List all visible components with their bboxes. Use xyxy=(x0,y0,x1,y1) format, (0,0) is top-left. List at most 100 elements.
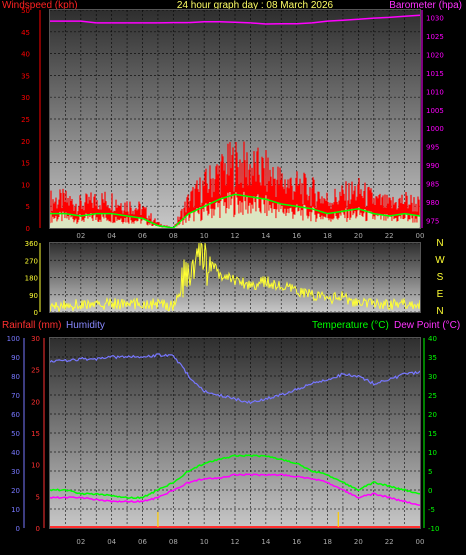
compass-label: N xyxy=(436,238,443,249)
panel-3-x-tick-label: 08 xyxy=(169,538,178,546)
temperature-tick-label: 10 xyxy=(428,449,437,457)
barometer-tick-label: 1010 xyxy=(426,88,444,96)
panel-3-x-tick-label: 04 xyxy=(107,538,116,546)
windspeed-tick-label: 5 xyxy=(26,203,30,211)
dew-point-axis-label: Dew Point (°C) xyxy=(394,320,461,331)
windspeed-tick-label: 50 xyxy=(21,7,30,15)
panel-3-frame xyxy=(49,337,421,529)
barometer-tick-label: 980 xyxy=(426,199,439,207)
title-text: 24 hour graph day : 08 March 2026 xyxy=(176,0,334,11)
temperature-tick-label: 25 xyxy=(428,392,437,400)
panel-3-x-tick-label: 10 xyxy=(200,538,209,546)
barometer-tick-label: 995 xyxy=(426,144,439,152)
windspeed-tick-label: 45 xyxy=(21,29,30,37)
direction-tick-label: 90 xyxy=(29,292,38,300)
barometer-tick-label: 1025 xyxy=(426,33,444,41)
barometer-axis-label: Barometer (hpa) xyxy=(389,0,462,11)
humidity-tick-label: 50 xyxy=(11,430,20,438)
panel-3-x-tick-label: 00 xyxy=(416,538,425,546)
temperature-tick-label: -5 xyxy=(428,506,435,514)
barometer-tick-label: 1000 xyxy=(426,125,444,133)
rainfall-tick-label: 20 xyxy=(31,398,40,406)
temperature-tick-label: 30 xyxy=(428,373,437,381)
direction-tick-label: 0 xyxy=(34,309,38,317)
temperature-tick-label: 0 xyxy=(428,487,432,495)
humidity-tick-label: 30 xyxy=(11,468,20,476)
wind-average-line xyxy=(50,193,421,229)
windspeed-tick-label: 15 xyxy=(21,160,30,168)
panel-3-x-tick-label: 20 xyxy=(354,538,363,546)
panel-3-x-tick-label: 22 xyxy=(385,538,394,546)
barometer-line xyxy=(50,14,421,25)
panel-1-frame xyxy=(49,9,421,229)
direction-tick-label: 360 xyxy=(25,240,38,248)
rainfall-tick-label: 5 xyxy=(36,493,40,501)
barometer-tick-label: 975 xyxy=(426,218,439,226)
panel-1-x-tick-label: 22 xyxy=(385,232,394,240)
compass-label: S xyxy=(437,272,444,283)
panel-1-x-tick-label: 10 xyxy=(200,232,209,240)
humidity-tick-label: 0 xyxy=(16,525,20,533)
rainfall-tick-label: 10 xyxy=(31,462,40,470)
temperature-tick-label: -10 xyxy=(428,525,439,533)
humidity-tick-label: 90 xyxy=(11,354,20,362)
windspeed-tick-label: 20 xyxy=(21,138,30,146)
barometer-tick-label: 1005 xyxy=(426,107,444,115)
humidity-tick-label: 70 xyxy=(11,392,20,400)
temperature-tick-label: 20 xyxy=(428,411,437,419)
direction-tick-label: 270 xyxy=(25,257,38,265)
windspeed-tick-label: 10 xyxy=(21,181,30,189)
panel-1-x-tick-label: 06 xyxy=(138,232,147,240)
barometer-tick-label: 990 xyxy=(426,162,439,170)
barometer-tick-label: 1015 xyxy=(426,70,444,78)
rainfall-tick-label: 30 xyxy=(31,335,40,343)
panel-1-x-tick-label: 12 xyxy=(231,232,240,240)
windspeed-tick-label: 25 xyxy=(21,116,30,124)
panel-3-x-tick-label: 06 xyxy=(138,538,147,546)
barometer-tick-label: 985 xyxy=(426,181,439,189)
windspeed-tick-label: 30 xyxy=(21,94,30,102)
rainfall-tick-label: 0 xyxy=(36,525,40,533)
panel-3-x-tick-label: 16 xyxy=(292,538,301,546)
humidity-tick-label: 10 xyxy=(11,506,20,514)
panel-3-x-tick-label: 18 xyxy=(323,538,332,546)
compass-label: W xyxy=(435,255,445,266)
rainfall-axis-label: Rainfall (mm) xyxy=(2,320,62,331)
windspeed-tick-label: 35 xyxy=(21,72,30,80)
humidity-axis-label: Humidity xyxy=(66,320,105,331)
panel-1-x-tick-label: 02 xyxy=(76,232,85,240)
panel-1-x-tick-label: 16 xyxy=(292,232,301,240)
windspeed-tick-label: 40 xyxy=(21,51,30,59)
temperature-tick-label: 35 xyxy=(428,354,437,362)
humidity-tick-label: 20 xyxy=(11,487,20,495)
wind-direction-line xyxy=(49,241,421,314)
compass-label: E xyxy=(437,289,444,300)
humidity-line xyxy=(49,353,421,405)
humidity-tick-label: 60 xyxy=(11,411,20,419)
temperature-axis-label: Temperature (°C) xyxy=(312,320,389,331)
barometer-tick-label: 1030 xyxy=(426,14,444,22)
temperature-line xyxy=(49,454,421,500)
rainfall-tick-label: 15 xyxy=(31,430,40,438)
rainfall-tick-label: 25 xyxy=(31,367,40,375)
panel-1-x-tick-label: 04 xyxy=(107,232,116,240)
panel-3-x-tick-label: 14 xyxy=(261,538,270,546)
barometer-tick-label: 1020 xyxy=(426,51,444,59)
direction-tick-label: 180 xyxy=(25,275,38,283)
compass-label: N xyxy=(436,306,443,317)
panel-1-x-tick-label: 20 xyxy=(354,232,363,240)
panel-1-x-tick-label: 18 xyxy=(323,232,332,240)
humidity-tick-label: 100 xyxy=(7,335,20,343)
windspeed-axis-label: Windspeed (kph) xyxy=(2,0,78,11)
panel-1-x-tick-label: 08 xyxy=(169,232,178,240)
temperature-tick-label: 40 xyxy=(428,335,437,343)
panel-2-frame xyxy=(49,242,421,313)
panel-3-x-tick-label: 02 xyxy=(76,538,85,546)
humidity-tick-label: 40 xyxy=(11,449,20,457)
temperature-tick-label: 5 xyxy=(428,468,432,476)
windspeed-tick-label: 0 xyxy=(26,225,30,233)
temperature-tick-label: 15 xyxy=(428,430,437,438)
panel-3-x-tick-label: 12 xyxy=(231,538,240,546)
dew-point-line xyxy=(49,473,421,506)
